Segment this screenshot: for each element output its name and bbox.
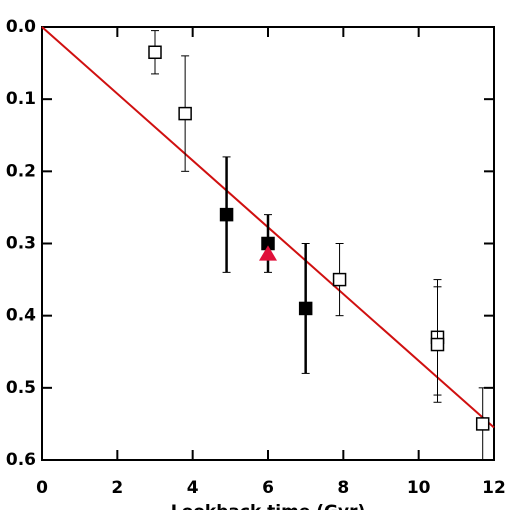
- square-marker: [219, 207, 234, 222]
- x-tick-label: 12: [482, 478, 506, 498]
- x-tick-label: 6: [262, 478, 274, 498]
- y-tick-label: 0.3: [6, 234, 36, 254]
- x-tick-label: 8: [337, 478, 349, 498]
- x-tick-label: 2: [111, 478, 123, 498]
- y-tick-label: 0.2: [6, 161, 36, 181]
- square-marker: [430, 337, 445, 352]
- y-tick-label: 0.0: [6, 17, 36, 37]
- y-tick-label: 0.1: [6, 89, 36, 109]
- square-marker: [298, 301, 313, 316]
- x-tick-label: 4: [187, 478, 199, 498]
- y-tick-label: 0.4: [6, 306, 36, 326]
- square-marker: [332, 272, 347, 287]
- square-marker: [178, 106, 192, 121]
- x-tick-label: 10: [407, 478, 431, 498]
- triangle-marker: [259, 245, 277, 261]
- y-tick-label: 0.6: [6, 450, 36, 470]
- x-tick-label: 0: [36, 478, 48, 498]
- square-marker: [475, 417, 490, 431]
- x-axis-label: Lookback time (Gyr): [171, 502, 366, 510]
- y-tick-label: 0.5: [6, 378, 36, 398]
- square-marker: [148, 45, 162, 60]
